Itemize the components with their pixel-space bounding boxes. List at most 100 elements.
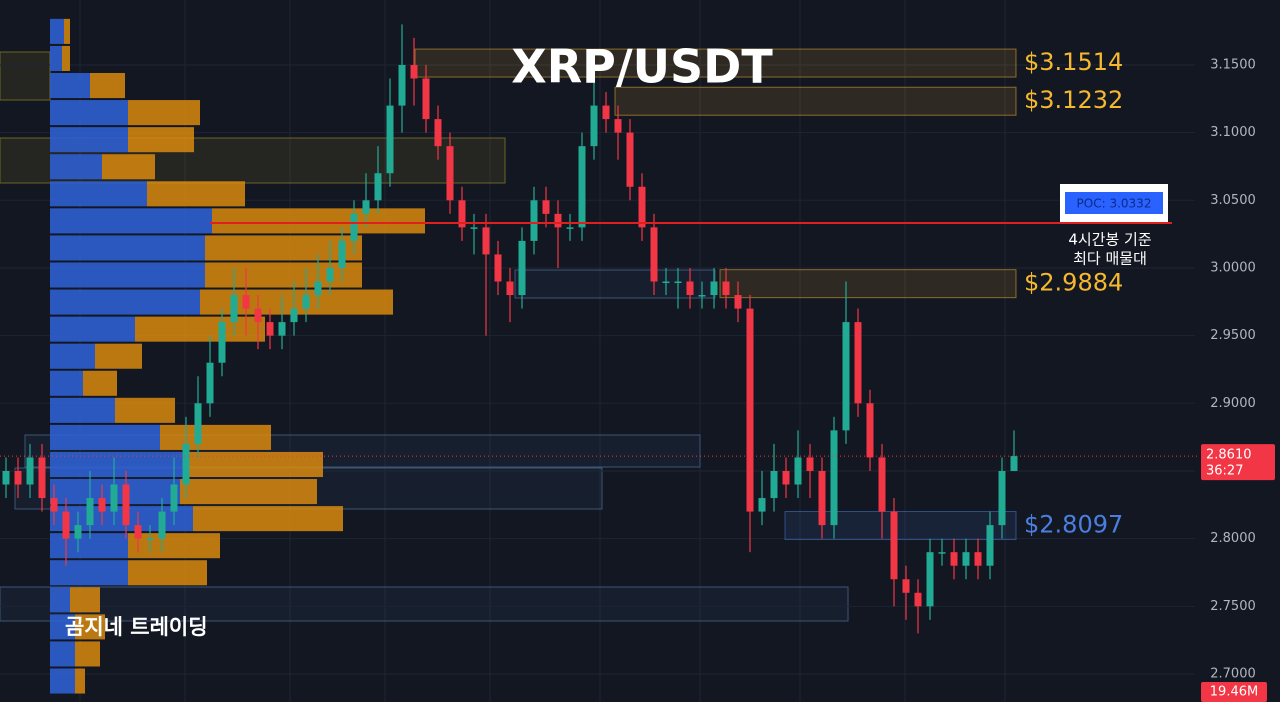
profile-sell [95,343,142,369]
candle-body [122,484,130,526]
candle-body [110,484,118,512]
profile-buy [50,262,205,288]
y-tick-label: 2.9000 [1210,396,1256,411]
candle-body [914,592,922,607]
profile-buy [50,18,64,44]
candle-body [878,457,886,512]
candle-body [410,64,418,79]
candle-body [638,186,646,228]
poc-note: 최다 매물대 [1073,250,1147,268]
profile-buy [50,45,62,71]
candle-body [782,470,790,485]
candle-body [770,470,778,499]
candle-body [806,457,814,471]
candle-body [734,295,742,309]
candle-body [626,132,634,187]
zone-box [514,269,716,299]
profile-sell [115,397,175,423]
profile-sell [185,451,323,478]
profile-buy [50,127,128,153]
candle-body [998,470,1006,526]
candle-body [242,295,250,309]
candle-body [230,295,238,323]
candle-body [434,119,442,147]
profile-buy [50,397,115,423]
candle-body [86,498,94,526]
profile-sell [83,370,117,396]
candle-body [518,240,526,296]
candle-body [794,457,802,485]
candle-body [866,403,874,458]
y-tick-label: 3.1500 [1210,57,1256,72]
candle-body [254,308,262,323]
profile-sell [62,45,70,71]
level-zone [614,86,1017,116]
zone-box [0,586,849,622]
candle-body [1010,456,1018,471]
candle-body [602,105,610,120]
vertical-grid [79,0,1006,702]
profile-buy [50,614,75,640]
candle-body [614,119,622,133]
level-label: $2.8097 [1024,511,1123,539]
candle-body [746,308,754,512]
candle-body [386,105,394,174]
y-tick-label: 3.0500 [1210,193,1256,208]
candle-body [62,511,70,539]
y-tick-label: 3.0000 [1210,260,1256,275]
candle-body [74,525,82,539]
candle-body [194,403,202,444]
candle-body [422,78,430,120]
profile-buy [50,154,102,180]
candle-body [302,295,310,309]
profile-sell [128,560,207,586]
candle-body [134,525,142,539]
profile-sell [128,533,220,559]
candle-body [926,552,934,607]
plot: 2.70002.75002.80002.85002.90002.95003.00… [0,18,1275,702]
candle-body [542,200,550,214]
candle-body [182,443,190,485]
candle-body [554,213,562,228]
candle-body [818,470,826,526]
y-tick-label: 2.8000 [1210,531,1256,546]
candle-body [326,267,334,282]
candle-body [170,484,178,512]
profile-sell [135,316,265,342]
profile-sell [212,208,425,234]
profile-buy [50,424,160,450]
candle-body [710,281,718,296]
profile-buy [50,73,90,99]
profile-sell [90,73,125,99]
y-tick-label: 3.1000 [1210,125,1256,140]
candle-body [218,322,226,363]
candle-body [266,322,274,336]
profile-sell [205,235,362,261]
poc-note: 4시간봉 기준 [1068,231,1152,249]
profile-sell [160,424,271,450]
profile-buy [50,343,95,369]
level-label: $3.1514 [1024,48,1123,76]
profile-sell [75,641,100,667]
profile-buy [50,533,128,559]
profile-buy [50,370,83,396]
profile-sell [102,154,155,180]
profile-sell [205,262,362,288]
candle-body [590,105,598,147]
candle-body [950,552,958,566]
candle-body [446,146,454,201]
candle-body [146,538,154,541]
profile-sell [180,479,317,505]
candle-body [458,200,466,228]
profile-buy [50,208,212,234]
candle-body [974,552,982,566]
candle-body [158,511,166,539]
profile-buy [50,289,200,315]
candle-body [374,173,382,201]
candle-body [842,322,850,431]
y-tick-label: 2.9500 [1210,328,1256,343]
candle-body [14,470,22,485]
last-price-box [1201,444,1275,481]
poc-inner [1065,192,1163,214]
